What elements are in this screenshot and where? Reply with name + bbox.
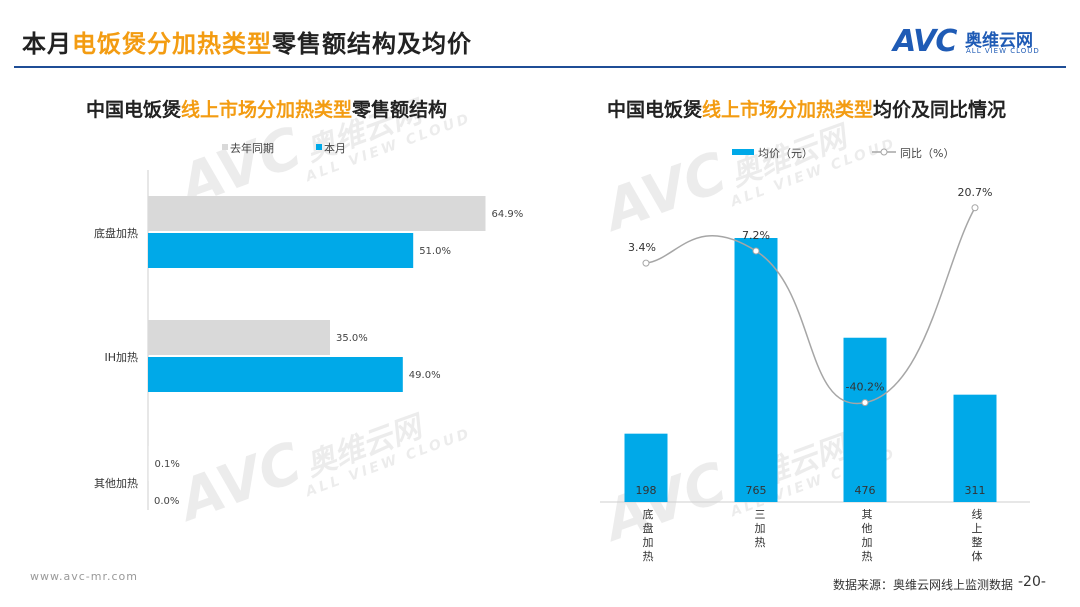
line-data-label: -40.2%: [846, 381, 885, 394]
tick-label: 线: [972, 507, 983, 521]
data-label: 765: [746, 484, 767, 497]
page-number: -20-: [1018, 574, 1046, 590]
tick-label: 整: [972, 535, 983, 549]
category-label: 底盘加热: [94, 226, 138, 240]
tick-label: 热: [862, 550, 873, 563]
data-label: 51.0%: [419, 246, 451, 257]
data-label: 0.0%: [154, 496, 179, 507]
bar: [734, 238, 778, 502]
legend-label: 均价（元）: [758, 147, 813, 160]
bar: [148, 196, 486, 231]
line-data-label: 7.2%: [742, 229, 770, 242]
page-header: 本月电饭煲分加热类型零售额结构及均价 AVC 奥维云网 ALL VIEW CLO…: [0, 0, 1080, 70]
bar: [148, 357, 403, 392]
avc-logo: AVC 奥维云网 ALL VIEW CLOUD: [893, 24, 1063, 59]
tick-label: 三: [755, 508, 766, 521]
data-label: 49.0%: [409, 370, 441, 381]
logo-cn: 奥维云网: [965, 31, 1033, 51]
legend-label: 同比（%）: [900, 147, 954, 160]
header-rule: [14, 66, 1066, 68]
line-marker: [971, 204, 979, 212]
right-combo-chart: 均价（元） 同比（%）198 765 476 311底盘加热三加热其他加热线上整体3.4…: [600, 147, 1030, 563]
footer-source: 数据来源：奥维云网线上监测数据: [833, 578, 1014, 592]
line-marker: [752, 247, 760, 255]
tick-label: 体: [972, 549, 983, 563]
page-title-highlight: 电饭煲分加热类型: [72, 30, 272, 58]
data-label: 311: [965, 484, 986, 497]
bar: [148, 446, 149, 481]
left-chart-title: 中国电饭煲线上市场分加热类型零售额结构: [86, 99, 448, 121]
tick-label: 热: [643, 550, 654, 563]
legend-swatch: [222, 144, 228, 150]
category-label: IH加热: [104, 351, 138, 364]
line-marker: [642, 259, 650, 267]
page-title: 本月电饭煲分加热类型零售额结构及均价: [22, 30, 472, 58]
bar: [843, 337, 887, 502]
logo-mark: AVC: [893, 24, 957, 59]
legend-swatch: [316, 144, 322, 150]
tick-label: 其: [862, 508, 873, 521]
data-label: 198: [636, 484, 657, 497]
legend-label: 本月: [324, 141, 346, 155]
tick-label: 底: [643, 507, 654, 521]
category-label: 其他加热: [94, 477, 138, 490]
bar: [148, 320, 330, 355]
line-data-label: 3.4%: [628, 241, 656, 254]
bar: [953, 394, 997, 502]
right-chart-title: 中国电饭煲线上市场分加热类型均价及同比情况: [607, 99, 1007, 121]
tick-label: 他: [862, 522, 873, 535]
bar: [148, 233, 414, 268]
bar: [624, 433, 668, 502]
yoy-line: [645, 207, 976, 405]
line-data-label: 20.7%: [958, 186, 993, 199]
tick-label: 加: [643, 536, 654, 549]
data-label: 35.0%: [336, 333, 368, 344]
line-marker: [861, 399, 869, 407]
data-label: 476: [855, 484, 876, 497]
footer-url: www.avc-mr.com: [30, 570, 138, 583]
tick-label: 热: [755, 536, 766, 549]
tick-label: 上: [972, 522, 983, 535]
tick-label: 盘: [643, 521, 654, 535]
legend-label: 去年同期: [230, 141, 274, 155]
tick-label: 加: [862, 536, 873, 549]
tick-label: 加: [755, 522, 766, 535]
legend-swatch: [732, 149, 754, 155]
data-label: 0.1%: [155, 459, 180, 470]
data-label: 64.9%: [491, 209, 523, 220]
logo-en: ALL VIEW CLOUD: [966, 47, 1040, 55]
legend-marker: [880, 148, 888, 156]
